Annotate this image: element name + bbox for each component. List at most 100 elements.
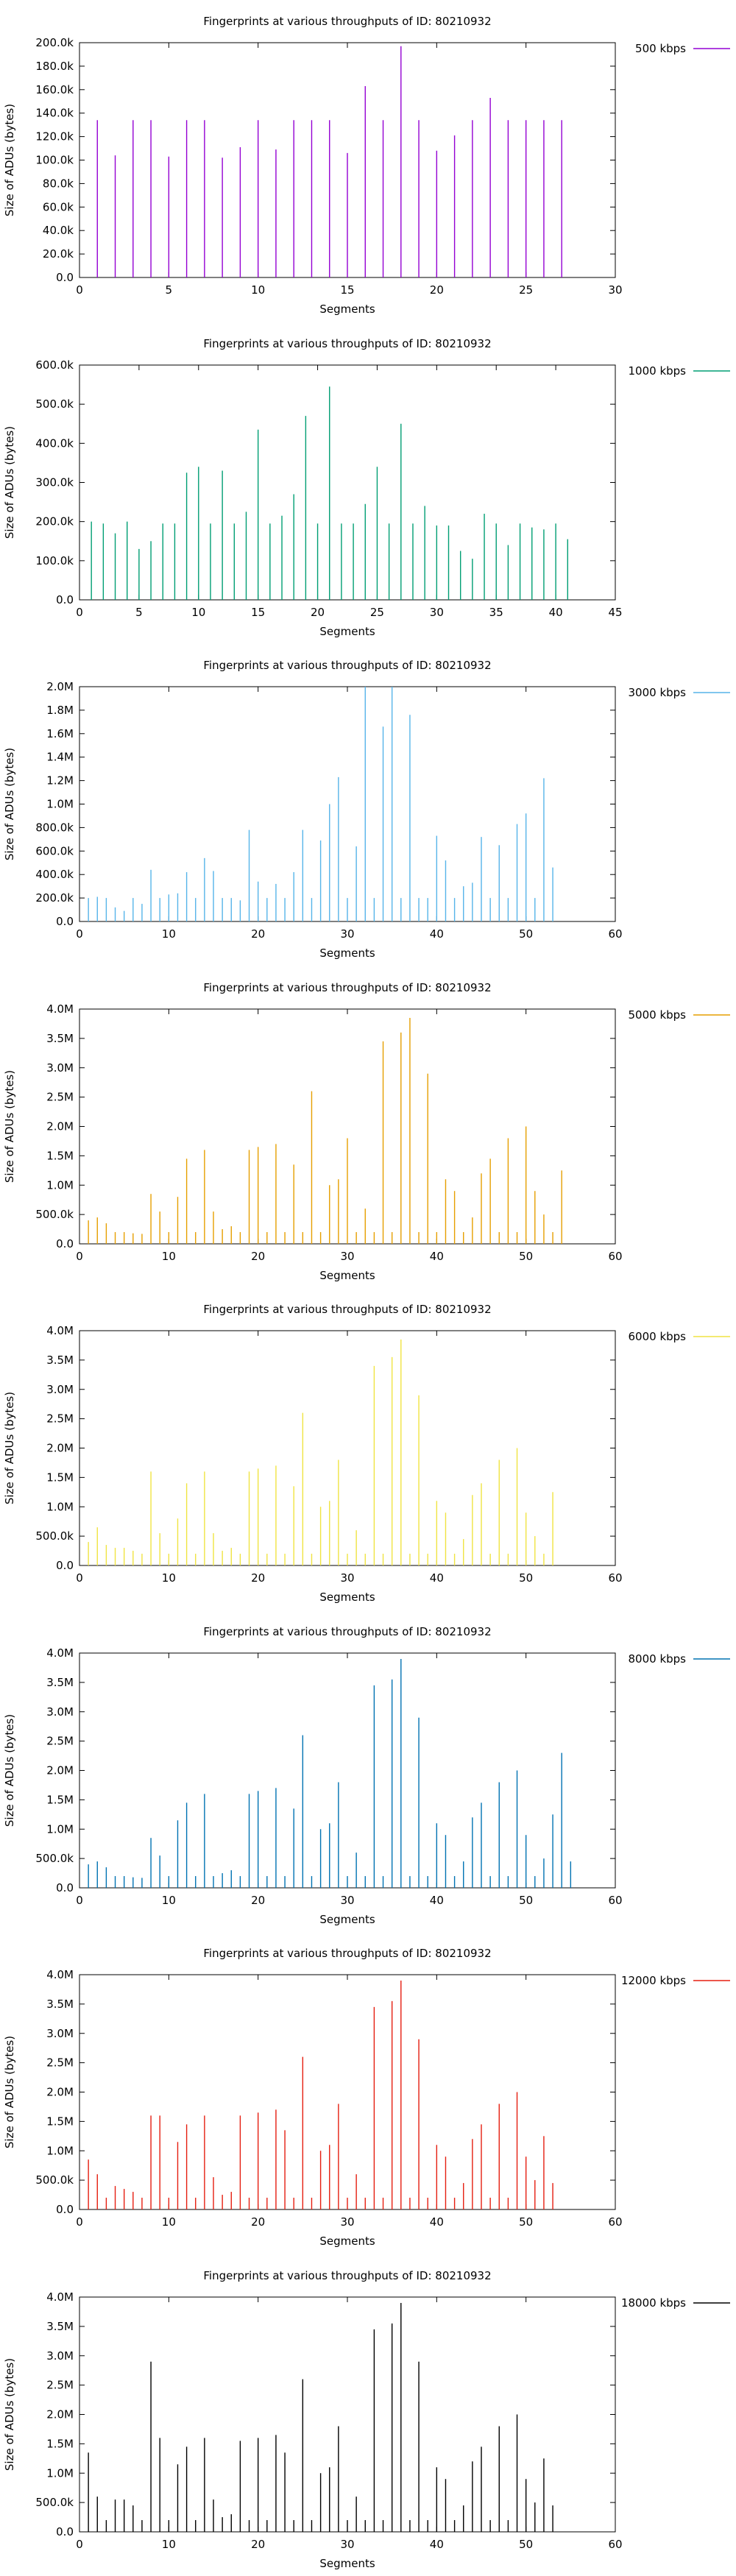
x-axis-label: Segments — [319, 1913, 375, 1926]
legend-label: 3000 kbps — [629, 686, 687, 699]
x-tick-label: 20 — [251, 2215, 265, 2229]
y-tick-label: 40.0k — [43, 224, 74, 237]
x-tick-label: 30 — [340, 1571, 354, 1585]
x-tick-label: 30 — [340, 2215, 354, 2229]
chart-panel: Fingerprints at various throughputs of I… — [3, 1303, 730, 1604]
y-tick-label: 2.5M — [46, 1412, 74, 1426]
y-tick-label: 180.0k — [35, 60, 74, 73]
y-tick-label: 100.0k — [35, 553, 74, 567]
y-tick-label: 3.0M — [46, 2349, 74, 2362]
chart-panel: Fingerprints at various throughputs of I… — [3, 337, 730, 638]
chart-title: Fingerprints at various throughputs of I… — [203, 659, 491, 672]
y-tick-label: 500.0k — [35, 2173, 74, 2187]
y-tick-label: 2.0M — [46, 680, 74, 693]
x-tick-label: 25 — [519, 283, 533, 297]
y-tick-label: 1.0M — [46, 2466, 74, 2480]
y-tick-label: 3.0M — [46, 1383, 74, 1396]
y-tick-label: 3.5M — [46, 2319, 74, 2332]
y-tick-label: 0.0 — [56, 1237, 74, 1250]
x-axis-label: Segments — [319, 946, 375, 960]
chart-title: Fingerprints at various throughputs of I… — [203, 981, 491, 994]
x-tick-label: 20 — [311, 606, 325, 619]
x-tick-label: 45 — [608, 606, 622, 619]
y-tick-label: 0.0 — [56, 2525, 74, 2538]
y-tick-label: 60.0k — [43, 200, 74, 213]
y-axis-label: Size of ADUs (bytes) — [3, 2357, 16, 2470]
x-tick-label: 5 — [135, 606, 143, 619]
x-tick-label: 20 — [251, 1571, 265, 1585]
y-tick-label: 0.0 — [56, 1881, 74, 1894]
y-axis-label: Size of ADUs (bytes) — [3, 1713, 16, 1826]
x-tick-label: 10 — [191, 606, 205, 619]
x-tick-label: 30 — [340, 2538, 354, 2551]
y-tick-label: 2.0M — [46, 1119, 74, 1133]
x-axis-label: Segments — [319, 2234, 375, 2248]
y-tick-label: 1.0M — [46, 1178, 74, 1192]
x-tick-label: 40 — [430, 2215, 444, 2229]
y-tick-label: 2.5M — [46, 1734, 74, 1747]
x-tick-label: 40 — [430, 1571, 444, 1585]
y-tick-label: 400.0k — [35, 868, 74, 881]
x-tick-label: 10 — [162, 2538, 176, 2551]
x-tick-label: 0 — [76, 927, 83, 941]
x-tick-label: 25 — [370, 606, 384, 619]
x-tick-label: 0 — [76, 283, 83, 297]
plot-frame — [79, 686, 616, 922]
x-tick-label: 60 — [608, 2215, 622, 2229]
y-tick-label: 3.5M — [46, 1675, 74, 1688]
legend-label: 1000 kbps — [629, 364, 687, 378]
y-tick-label: 4.0M — [46, 1968, 74, 1981]
x-tick-label: 50 — [519, 927, 533, 941]
x-axis-label: Segments — [319, 625, 375, 638]
x-tick-label: 20 — [430, 283, 444, 297]
y-tick-label: 1.4M — [46, 751, 74, 764]
y-tick-label: 0.0 — [56, 1559, 74, 1572]
legend-label: 5000 kbps — [629, 1008, 687, 1022]
x-tick-label: 30 — [340, 1250, 354, 1263]
x-tick-label: 10 — [162, 1571, 176, 1585]
y-tick-label: 200.0k — [35, 891, 74, 905]
y-tick-label: 100.0k — [35, 154, 74, 167]
y-tick-label: 200.0k — [35, 514, 74, 528]
y-tick-label: 0.0 — [56, 2203, 74, 2216]
y-tick-label: 1.0M — [46, 2144, 74, 2157]
x-tick-label: 10 — [162, 2215, 176, 2229]
y-tick-label: 500.0k — [35, 397, 74, 411]
y-tick-label: 140.0k — [35, 107, 74, 120]
x-tick-label: 10 — [162, 1250, 176, 1263]
y-tick-label: 160.0k — [35, 83, 74, 96]
chart-panel: Fingerprints at various throughputs of I… — [3, 659, 730, 960]
chart-panel: Fingerprints at various throughputs of I… — [3, 2269, 730, 2570]
x-tick-label: 20 — [251, 927, 265, 941]
y-axis-label: Size of ADUs (bytes) — [3, 1392, 16, 1504]
y-tick-label: 1.0M — [46, 798, 74, 811]
y-tick-label: 0.0 — [56, 593, 74, 606]
y-tick-label: 500.0k — [35, 1529, 74, 1543]
y-tick-label: 2.0M — [46, 1442, 74, 1455]
x-tick-label: 60 — [608, 927, 622, 941]
y-axis-label: Size of ADUs (bytes) — [3, 425, 16, 538]
plot-frame — [79, 364, 616, 600]
y-tick-label: 1.0M — [46, 1822, 74, 1836]
x-tick-label: 40 — [430, 2538, 444, 2551]
y-tick-label: 1.2M — [46, 774, 74, 788]
chart-panel: Fingerprints at various throughputs of I… — [3, 15, 730, 316]
y-tick-label: 2.0M — [46, 2407, 74, 2421]
y-tick-label: 1.5M — [46, 1149, 74, 1162]
x-tick-label: 20 — [251, 1250, 265, 1263]
x-tick-label: 50 — [519, 1571, 533, 1585]
x-tick-label: 30 — [340, 1894, 354, 1907]
y-tick-label: 500.0k — [35, 1852, 74, 1865]
y-tick-label: 0.0 — [56, 915, 74, 928]
y-tick-label: 4.0M — [46, 1324, 74, 1337]
x-tick-label: 60 — [608, 1571, 622, 1585]
y-tick-label: 400.0k — [35, 436, 74, 450]
plot-frame — [79, 1652, 616, 1888]
x-tick-label: 0 — [76, 2215, 83, 2229]
chart-title: Fingerprints at various throughputs of I… — [203, 1303, 491, 1316]
x-tick-label: 15 — [340, 283, 354, 297]
x-tick-label: 50 — [519, 2538, 533, 2551]
y-tick-label: 300.0k — [35, 475, 74, 489]
y-tick-label: 3.5M — [46, 1031, 74, 1044]
